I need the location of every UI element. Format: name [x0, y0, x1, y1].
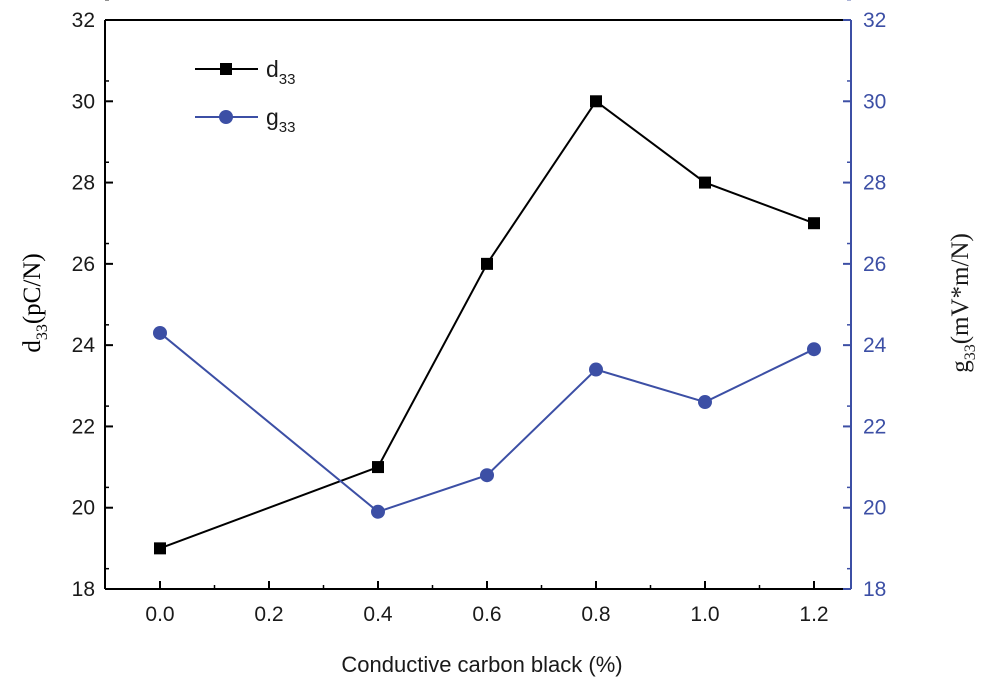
- legend-label-d33: d33: [266, 56, 295, 88]
- left-tick-label-32: 32: [72, 9, 95, 32]
- x-tick-label-4: 0.8: [581, 603, 610, 626]
- right-tick-label-32: 32: [863, 9, 886, 32]
- data-point-g33-3: [589, 362, 603, 377]
- left-tick-label-24: 24: [72, 334, 96, 357]
- right-tick-label-24: 24: [863, 334, 887, 357]
- data-point-d33-3: [590, 95, 602, 108]
- x-tick-label-0: 0.0: [145, 603, 174, 626]
- legend-label-d33-sub: 33: [279, 71, 296, 88]
- data-point-g33-2: [480, 468, 494, 483]
- x-axis-label: Conductive carbon black (%): [341, 652, 622, 677]
- legend: d33 g33: [195, 56, 295, 136]
- legend-label-g33: g33: [266, 104, 295, 136]
- series-line-d33: [159, 99, 815, 550]
- x-tick-label-3: 0.6: [472, 603, 501, 626]
- legend-label-g33-main: g: [266, 104, 279, 130]
- x-tick-label-1: 0.2: [254, 603, 283, 626]
- plot-area: [105, 19, 851, 590]
- right-y-axis: 18 20 22 24 26 28 30 32: [843, 0, 887, 601]
- right-y-axis-label-rest: (mV*m/N): [947, 233, 974, 344]
- data-point-g33-0: [153, 325, 167, 340]
- right-tick-label-20: 20: [863, 497, 886, 520]
- right-tick-label-28: 28: [863, 172, 886, 195]
- legend-label-g33-sub: 33: [279, 119, 296, 136]
- right-tick-label-18: 18: [863, 578, 886, 601]
- right-y-axis-label: g33(mV*m/N): [947, 233, 979, 373]
- right-tick-label-26: 26: [863, 253, 886, 276]
- left-tick-label-20: 20: [72, 497, 95, 520]
- right-y-axis-label-main: g: [947, 360, 974, 373]
- left-y-axis-label-rest: (pC/N): [19, 253, 46, 324]
- left-y-axis-label-main: d: [19, 340, 46, 353]
- data-point-d33-2: [481, 257, 493, 270]
- legend-entry-d33: d33: [195, 56, 295, 88]
- right-tick-label-30: 30: [863, 90, 886, 113]
- left-tick-label-22: 22: [72, 415, 95, 438]
- left-tick-label-26: 26: [72, 253, 95, 276]
- series-layer: [153, 95, 821, 555]
- data-point-d33-5: [808, 217, 820, 230]
- data-point-g33-4: [698, 395, 712, 410]
- legend-label-d33-main: d: [266, 56, 279, 82]
- legend-marker-g33: [219, 110, 233, 124]
- x-tick-label-6: 1.2: [799, 603, 828, 626]
- left-tick-label-28: 28: [72, 172, 95, 195]
- series-d33: [154, 95, 820, 555]
- left-y-axis-label: d33(pC/N): [19, 253, 51, 352]
- x-tick-label-2: 0.4: [363, 603, 393, 626]
- data-point-g33-1: [371, 504, 385, 519]
- data-point-d33-1: [372, 461, 384, 474]
- left-y-axis: 18 20 22 24 26 28 30 32: [72, 0, 113, 601]
- legend-entry-g33: g33: [195, 104, 295, 136]
- right-tick-label-22: 22: [863, 415, 886, 438]
- right-y-axis-label-sub: 33: [962, 344, 979, 360]
- series-line-g33: [159, 332, 815, 513]
- left-y-axis-label-sub: 33: [34, 324, 51, 340]
- data-point-g33-5: [807, 342, 821, 357]
- data-point-d33-4: [699, 176, 711, 189]
- legend-marker-d33: [220, 63, 232, 75]
- left-tick-label-30: 30: [72, 90, 95, 113]
- x-tick-label-5: 1.0: [690, 603, 719, 626]
- left-tick-label-18: 18: [72, 578, 95, 601]
- series-g33: [153, 325, 821, 519]
- x-axis: 0.0 0.2 0.4 0.6 0.8 1.0 1.2: [145, 581, 829, 626]
- data-point-d33-0: [154, 542, 166, 555]
